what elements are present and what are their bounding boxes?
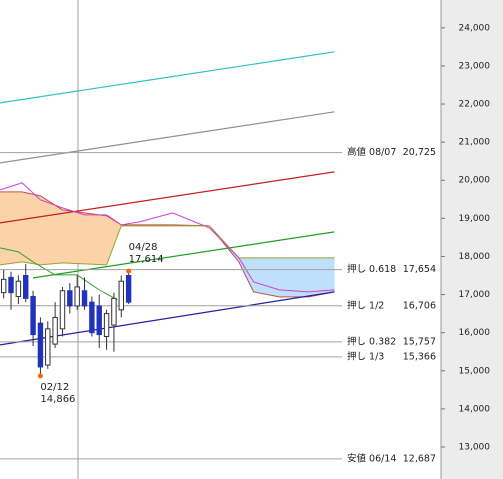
y-tick-label: 23,000 — [459, 61, 491, 71]
level-label: 安値 06/14 — [347, 452, 396, 464]
y-tick-label: 14,000 — [459, 404, 491, 414]
candle-body — [81, 290, 88, 307]
trend-line — [0, 51, 335, 104]
candle-body — [0, 278, 7, 294]
candle-body — [23, 275, 29, 299]
trend-line — [32, 231, 335, 279]
level-label: 押し 0.618 — [347, 263, 396, 275]
annotation-value: 17,614 — [129, 254, 164, 265]
indicator-line — [0, 182, 335, 293]
candle-body — [74, 286, 80, 307]
indicator-line — [0, 247, 118, 301]
cloud-segment — [62, 209, 85, 265]
candle-body — [103, 313, 110, 337]
y-tick-label: 16,000 — [459, 328, 491, 338]
trend-line — [0, 111, 335, 164]
annotation-date: 04/28 — [129, 242, 158, 253]
cloud-segment — [0, 191, 23, 266]
candle-body — [111, 297, 117, 326]
candle-body — [67, 290, 73, 307]
y-tick-label: 13,000 — [459, 442, 491, 452]
candle-body — [59, 290, 66, 330]
level-value: 17,654 — [403, 264, 436, 275]
candle-body — [15, 280, 22, 297]
cloud-span — [0, 191, 335, 298]
candle-body — [45, 328, 51, 366]
y-tick-label: 18,000 — [459, 252, 491, 262]
y-tick-label: 21,000 — [459, 138, 491, 148]
level-value: 12,687 — [403, 453, 436, 464]
candle-body — [37, 322, 44, 368]
candle-body — [118, 280, 124, 311]
cloud-segment — [84, 212, 107, 266]
y-tick-label: 17,000 — [459, 290, 491, 300]
level-label: 高値 08/07 — [347, 146, 396, 158]
annotation-date: 02/12 — [40, 382, 69, 393]
y-tick-label: 15,000 — [459, 366, 491, 376]
y-tick-label: 20,000 — [459, 176, 491, 186]
y-tick-label: 19,000 — [459, 214, 491, 224]
trend-line — [0, 171, 335, 224]
axis-background — [441, 0, 503, 479]
candle-body — [8, 276, 14, 294]
annotation-marker — [126, 268, 132, 274]
candle-body — [52, 316, 58, 345]
level-value: 15,366 — [403, 351, 436, 362]
cloud-segment — [253, 257, 280, 298]
level-label: 押し 1/3 — [347, 350, 384, 362]
cloud-segment — [21, 191, 41, 266]
annotation-value: 14,866 — [40, 394, 75, 405]
level-label: 押し 1/2 — [347, 299, 384, 311]
candle-body — [125, 275, 132, 303]
level-value: 20,725 — [403, 147, 436, 158]
level-value: 15,757 — [403, 336, 436, 347]
candle-body — [30, 295, 36, 336]
y-tick-label: 22,000 — [459, 100, 491, 110]
level-value: 16,706 — [403, 300, 436, 311]
y-tick-label: 24,000 — [459, 23, 491, 33]
level-label: 押し 0.382 — [347, 335, 396, 347]
annotation-marker — [37, 373, 43, 379]
cloud-span — [0, 225, 335, 266]
candle-body — [96, 305, 102, 336]
candle-body — [89, 301, 95, 334]
